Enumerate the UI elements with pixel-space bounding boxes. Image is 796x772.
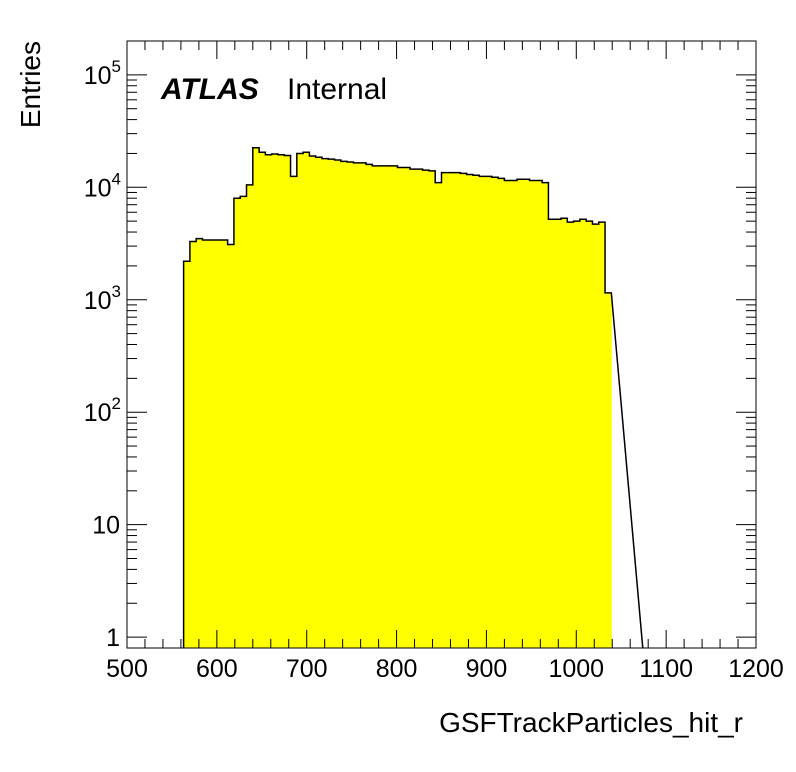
histogram-bin xyxy=(202,239,210,649)
x-tick-label: 1200 xyxy=(728,655,784,683)
histogram-bin xyxy=(334,159,342,648)
histogram-bin xyxy=(485,176,493,648)
histogram-bin xyxy=(315,157,323,648)
histogram-bin xyxy=(340,161,348,648)
histogram-bin xyxy=(498,178,505,648)
histogram-bin xyxy=(592,224,600,649)
histogram-bin xyxy=(391,165,398,648)
histogram-bin xyxy=(548,219,556,649)
histogram-bin xyxy=(384,165,392,648)
histogram-bin xyxy=(215,239,222,649)
x-tick-label: 700 xyxy=(286,655,328,683)
x-axis-title: GSFTrackParticles_hit_r xyxy=(439,707,743,738)
histogram-bin xyxy=(208,239,216,649)
axis-ticks xyxy=(126,40,757,648)
y-tick-label: 1 xyxy=(106,624,120,652)
histogram-bin xyxy=(290,176,298,648)
histogram-bin xyxy=(523,179,530,648)
histogram-bin xyxy=(240,196,247,648)
histogram-bin xyxy=(189,241,197,648)
histogram-bin xyxy=(460,173,468,648)
histogram-bin xyxy=(516,179,524,648)
y-tick-label: 104 xyxy=(84,169,121,202)
histogram-bin xyxy=(504,180,512,649)
histogram-bin xyxy=(579,219,587,649)
histogram-bin xyxy=(328,159,335,648)
histogram-bin xyxy=(535,180,543,649)
histogram-bin xyxy=(259,152,266,649)
histogram-bin xyxy=(353,162,361,648)
histogram-bin xyxy=(573,221,581,648)
histogram-bin xyxy=(196,238,203,648)
histogram-bin xyxy=(359,162,367,648)
x-tick-label: 600 xyxy=(196,655,238,683)
histogram-bin xyxy=(403,167,411,648)
histogram-bin xyxy=(479,176,486,648)
histogram-bin xyxy=(416,169,424,648)
histogram-bin xyxy=(605,292,612,648)
histogram-bin xyxy=(397,167,405,648)
histogram-bin xyxy=(542,182,549,648)
histogram-bin xyxy=(466,174,474,649)
histogram-bin xyxy=(586,221,593,648)
histogram-bin xyxy=(252,147,260,648)
histogram-bin xyxy=(347,161,354,648)
histogram-bin xyxy=(554,219,562,649)
histogram-bin xyxy=(529,180,537,649)
histogram-bin xyxy=(598,222,606,648)
histogram-bin xyxy=(221,239,229,649)
histogram-bin xyxy=(491,177,499,648)
histogram-bin xyxy=(246,184,254,649)
histogram-bin xyxy=(561,218,568,648)
x-tick-label: 800 xyxy=(376,655,418,683)
histogram-bin xyxy=(441,172,449,648)
internal-label: Internal xyxy=(287,73,387,106)
atlas-label: ATLAS xyxy=(160,73,259,106)
histogram-bin xyxy=(447,172,455,648)
x-tick-label: 900 xyxy=(466,655,508,683)
histogram-bin xyxy=(366,164,373,648)
histogram-bin xyxy=(428,170,436,648)
histogram-bin xyxy=(265,154,273,648)
histogram-bin xyxy=(233,198,241,648)
histogram-outline xyxy=(182,146,644,649)
x-tick-label: 500 xyxy=(106,655,148,683)
histogram-bin xyxy=(183,261,191,648)
histogram-bin xyxy=(567,222,574,648)
histogram-bars xyxy=(182,146,644,649)
histogram-bin xyxy=(454,172,461,648)
histogram-bin xyxy=(271,153,279,648)
y-tick-label: 105 xyxy=(84,57,121,90)
histogram-bin xyxy=(321,158,329,648)
x-tick-labels: 500 600 700 800 900 1000 1100 1200 xyxy=(106,655,784,683)
histogram-bin xyxy=(277,154,285,648)
y-axis-title: Entries xyxy=(15,41,46,128)
y-tick-label: 103 xyxy=(84,282,121,315)
histogram-bin xyxy=(435,182,442,648)
histogram-bin xyxy=(303,152,310,649)
x-tick-label: 1100 xyxy=(639,655,693,683)
y-tick-label: 102 xyxy=(84,394,121,427)
x-tick-label: 1000 xyxy=(548,655,604,683)
histogram-bin xyxy=(309,155,317,648)
histogram-bin xyxy=(296,153,304,648)
histogram-bin xyxy=(378,165,386,648)
histogram-bin xyxy=(510,180,518,649)
histogram-bin xyxy=(472,175,480,648)
histogram-bin xyxy=(372,165,379,648)
y-tick-label: 10 xyxy=(92,512,120,540)
histogram-bin xyxy=(410,169,417,648)
histogram-bin xyxy=(422,170,430,648)
histogram-bin xyxy=(284,155,291,648)
histogram-bin xyxy=(227,244,235,648)
